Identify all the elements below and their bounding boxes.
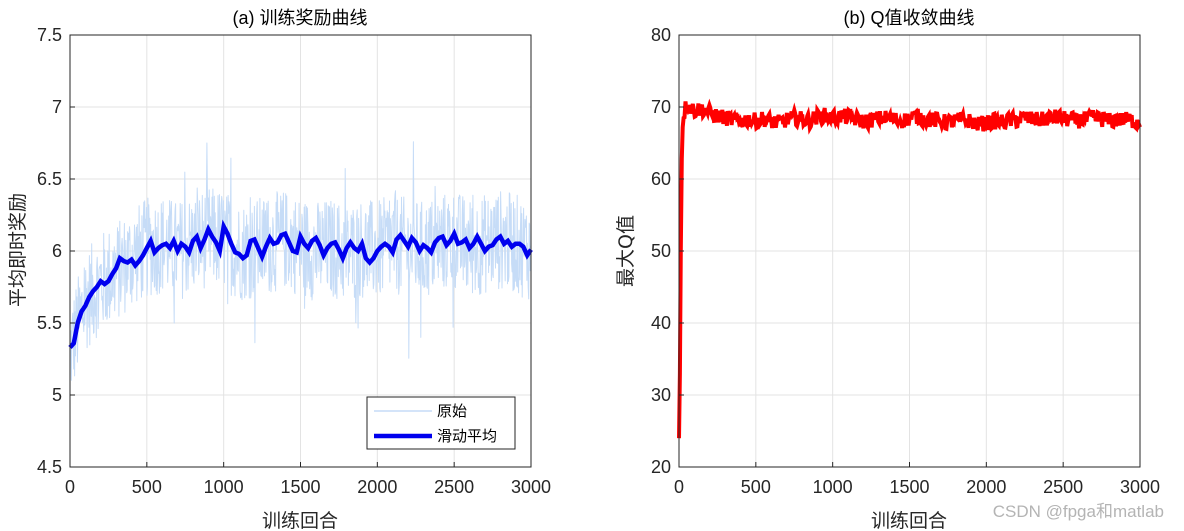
title-b: (b) Q值收敛曲线: [843, 8, 974, 28]
a-xtick-label: 2500: [434, 477, 474, 497]
xlabel-a: 训练回合: [262, 510, 338, 531]
ticks-a: 0 500 1000 1500 2000 2500 3000 4.5 5 5.5 6 6.5 7 7.5: [37, 25, 551, 497]
a-ytick-label: 6: [52, 241, 62, 261]
b-xtick-label: 0: [674, 477, 684, 497]
smoothed-reward-line: [68, 219, 533, 349]
b-xtick-label: 2500: [1043, 477, 1083, 497]
a-xtick-label: 3000: [511, 477, 551, 497]
b-ytick-label: 50: [651, 241, 671, 261]
b-ytick-label: 70: [651, 97, 671, 117]
b-ytick-label: 30: [651, 385, 671, 405]
b-ytick-label: 80: [651, 25, 671, 45]
q-series: [677, 98, 1142, 439]
b-ytick-label: 40: [651, 313, 671, 333]
a-ytick-label: 7.5: [37, 25, 62, 45]
title-a: (a) 训练奖励曲线: [233, 8, 368, 28]
legend-label-smooth: 滑动平均: [437, 427, 497, 445]
watermark: CSDN @fpga和matlab: [992, 502, 1164, 521]
b-xtick-label: 2000: [966, 477, 1006, 497]
ylabel-b: 最大Q值: [615, 215, 637, 287]
max-q-line: [677, 98, 1142, 439]
a-ytick-label: 7: [52, 97, 62, 117]
a-xtick-label: 2000: [357, 477, 397, 497]
a-xtick-label: 1000: [204, 477, 244, 497]
panel-b: 0 500 1000 1500 2000 2500 3000 20 30 40 50 60 70 80 (…: [615, 8, 1160, 531]
a-ytick-label: 4.5: [37, 457, 62, 477]
b-xtick-label: 1000: [813, 477, 853, 497]
a-ytick-label: 6.5: [37, 169, 62, 189]
a-xtick-label: 0: [65, 477, 75, 497]
b-ytick-label: 20: [651, 457, 671, 477]
legend-box: [366, 396, 516, 450]
a-xtick-label: 1500: [280, 477, 320, 497]
xlabel-b: 训练回合: [871, 510, 947, 531]
a-xtick-label: 500: [132, 477, 162, 497]
ylabel-a: 平均即时奖励: [7, 193, 29, 307]
a-ytick-label: 5: [52, 385, 62, 405]
b-ytick-label: 60: [651, 169, 671, 189]
a-ytick-label: 5.5: [37, 313, 62, 333]
smooth-series: [68, 219, 533, 349]
b-xtick-label: 1500: [889, 477, 929, 497]
ticks-b: 0 500 1000 1500 2000 2500 3000 20 30 40 50 60 70 80: [651, 25, 1160, 497]
b-xtick-label: 500: [741, 477, 771, 497]
panel-a: 0 500 1000 1500 2000 2500 30004.555.566.577.5 …: [7, 8, 551, 531]
b-xtick-label: 3000: [1120, 477, 1160, 497]
legend-a: 原始 滑动平均: [366, 396, 516, 450]
legend-label-raw: 原始: [437, 402, 467, 420]
